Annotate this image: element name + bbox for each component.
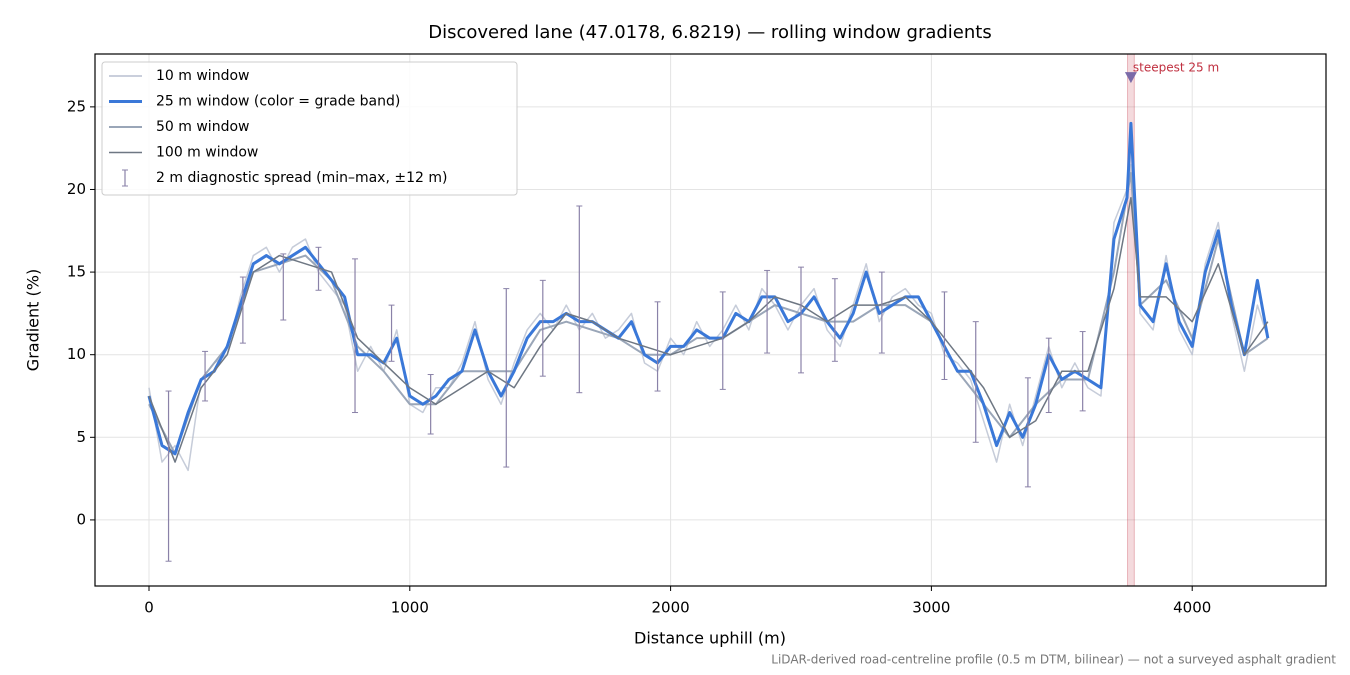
error-bar — [764, 269, 771, 354]
annotation-text: steepest 25 m — [1133, 61, 1219, 75]
x-tick-label: 4000 — [1173, 599, 1211, 617]
y-tick-label: 15 — [67, 263, 86, 281]
error-bar — [797, 266, 804, 374]
footnote: LiDAR-derived road-centreline profile (0… — [771, 653, 1336, 667]
error-bar — [202, 350, 209, 402]
error-bar — [831, 278, 838, 362]
legend-label: 100 m window — [156, 145, 258, 161]
y-tick-label: 0 — [76, 510, 86, 528]
legend: 10 m window 25 m window (color = grade ba… — [101, 61, 518, 196]
x-tick-label: 3000 — [912, 599, 950, 617]
error-bar — [972, 321, 979, 443]
error-bar — [1024, 377, 1031, 488]
legend-label: 10 m window — [156, 68, 249, 84]
y-axis-label: Gradient (%) — [24, 269, 43, 371]
chart-title: Discovered lane (47.0178, 6.8219) — roll… — [428, 22, 991, 43]
error-bar — [878, 271, 885, 354]
error-bar — [388, 304, 395, 362]
legend-label: 2 m diagnostic spread (min–max, ±12 m) — [156, 170, 447, 186]
error-bar — [1045, 337, 1052, 414]
error-bar — [719, 291, 726, 390]
x-axis-label: Distance uphill (m) — [634, 629, 786, 648]
error-bar — [941, 291, 948, 380]
x-tick-label: 0 — [144, 599, 154, 617]
x-tick-label: 2000 — [652, 599, 690, 617]
error-bar — [427, 374, 434, 435]
error-bar — [1079, 331, 1086, 412]
error-bar — [352, 258, 359, 414]
legend-label: 25 m window (color = grade band) — [156, 94, 400, 110]
legend-box — [101, 61, 518, 196]
y-tick-label: 20 — [67, 180, 86, 198]
error-bar — [654, 301, 661, 392]
error-bar — [239, 276, 246, 344]
error-bar — [576, 205, 583, 394]
error-bar — [280, 253, 287, 321]
legend-label: 50 m window — [156, 119, 249, 135]
error-bar — [503, 288, 510, 468]
y-tick-label: 10 — [67, 345, 86, 363]
error-bar — [315, 246, 322, 291]
error-bar — [539, 279, 546, 377]
y-tick-label: 25 — [67, 97, 86, 115]
y-tick-label: 5 — [76, 428, 86, 446]
plot-frame — [94, 53, 1327, 587]
annotation-marker — [1124, 72, 1137, 84]
error-bar — [165, 390, 172, 562]
x-tick-label: 1000 — [391, 599, 429, 617]
